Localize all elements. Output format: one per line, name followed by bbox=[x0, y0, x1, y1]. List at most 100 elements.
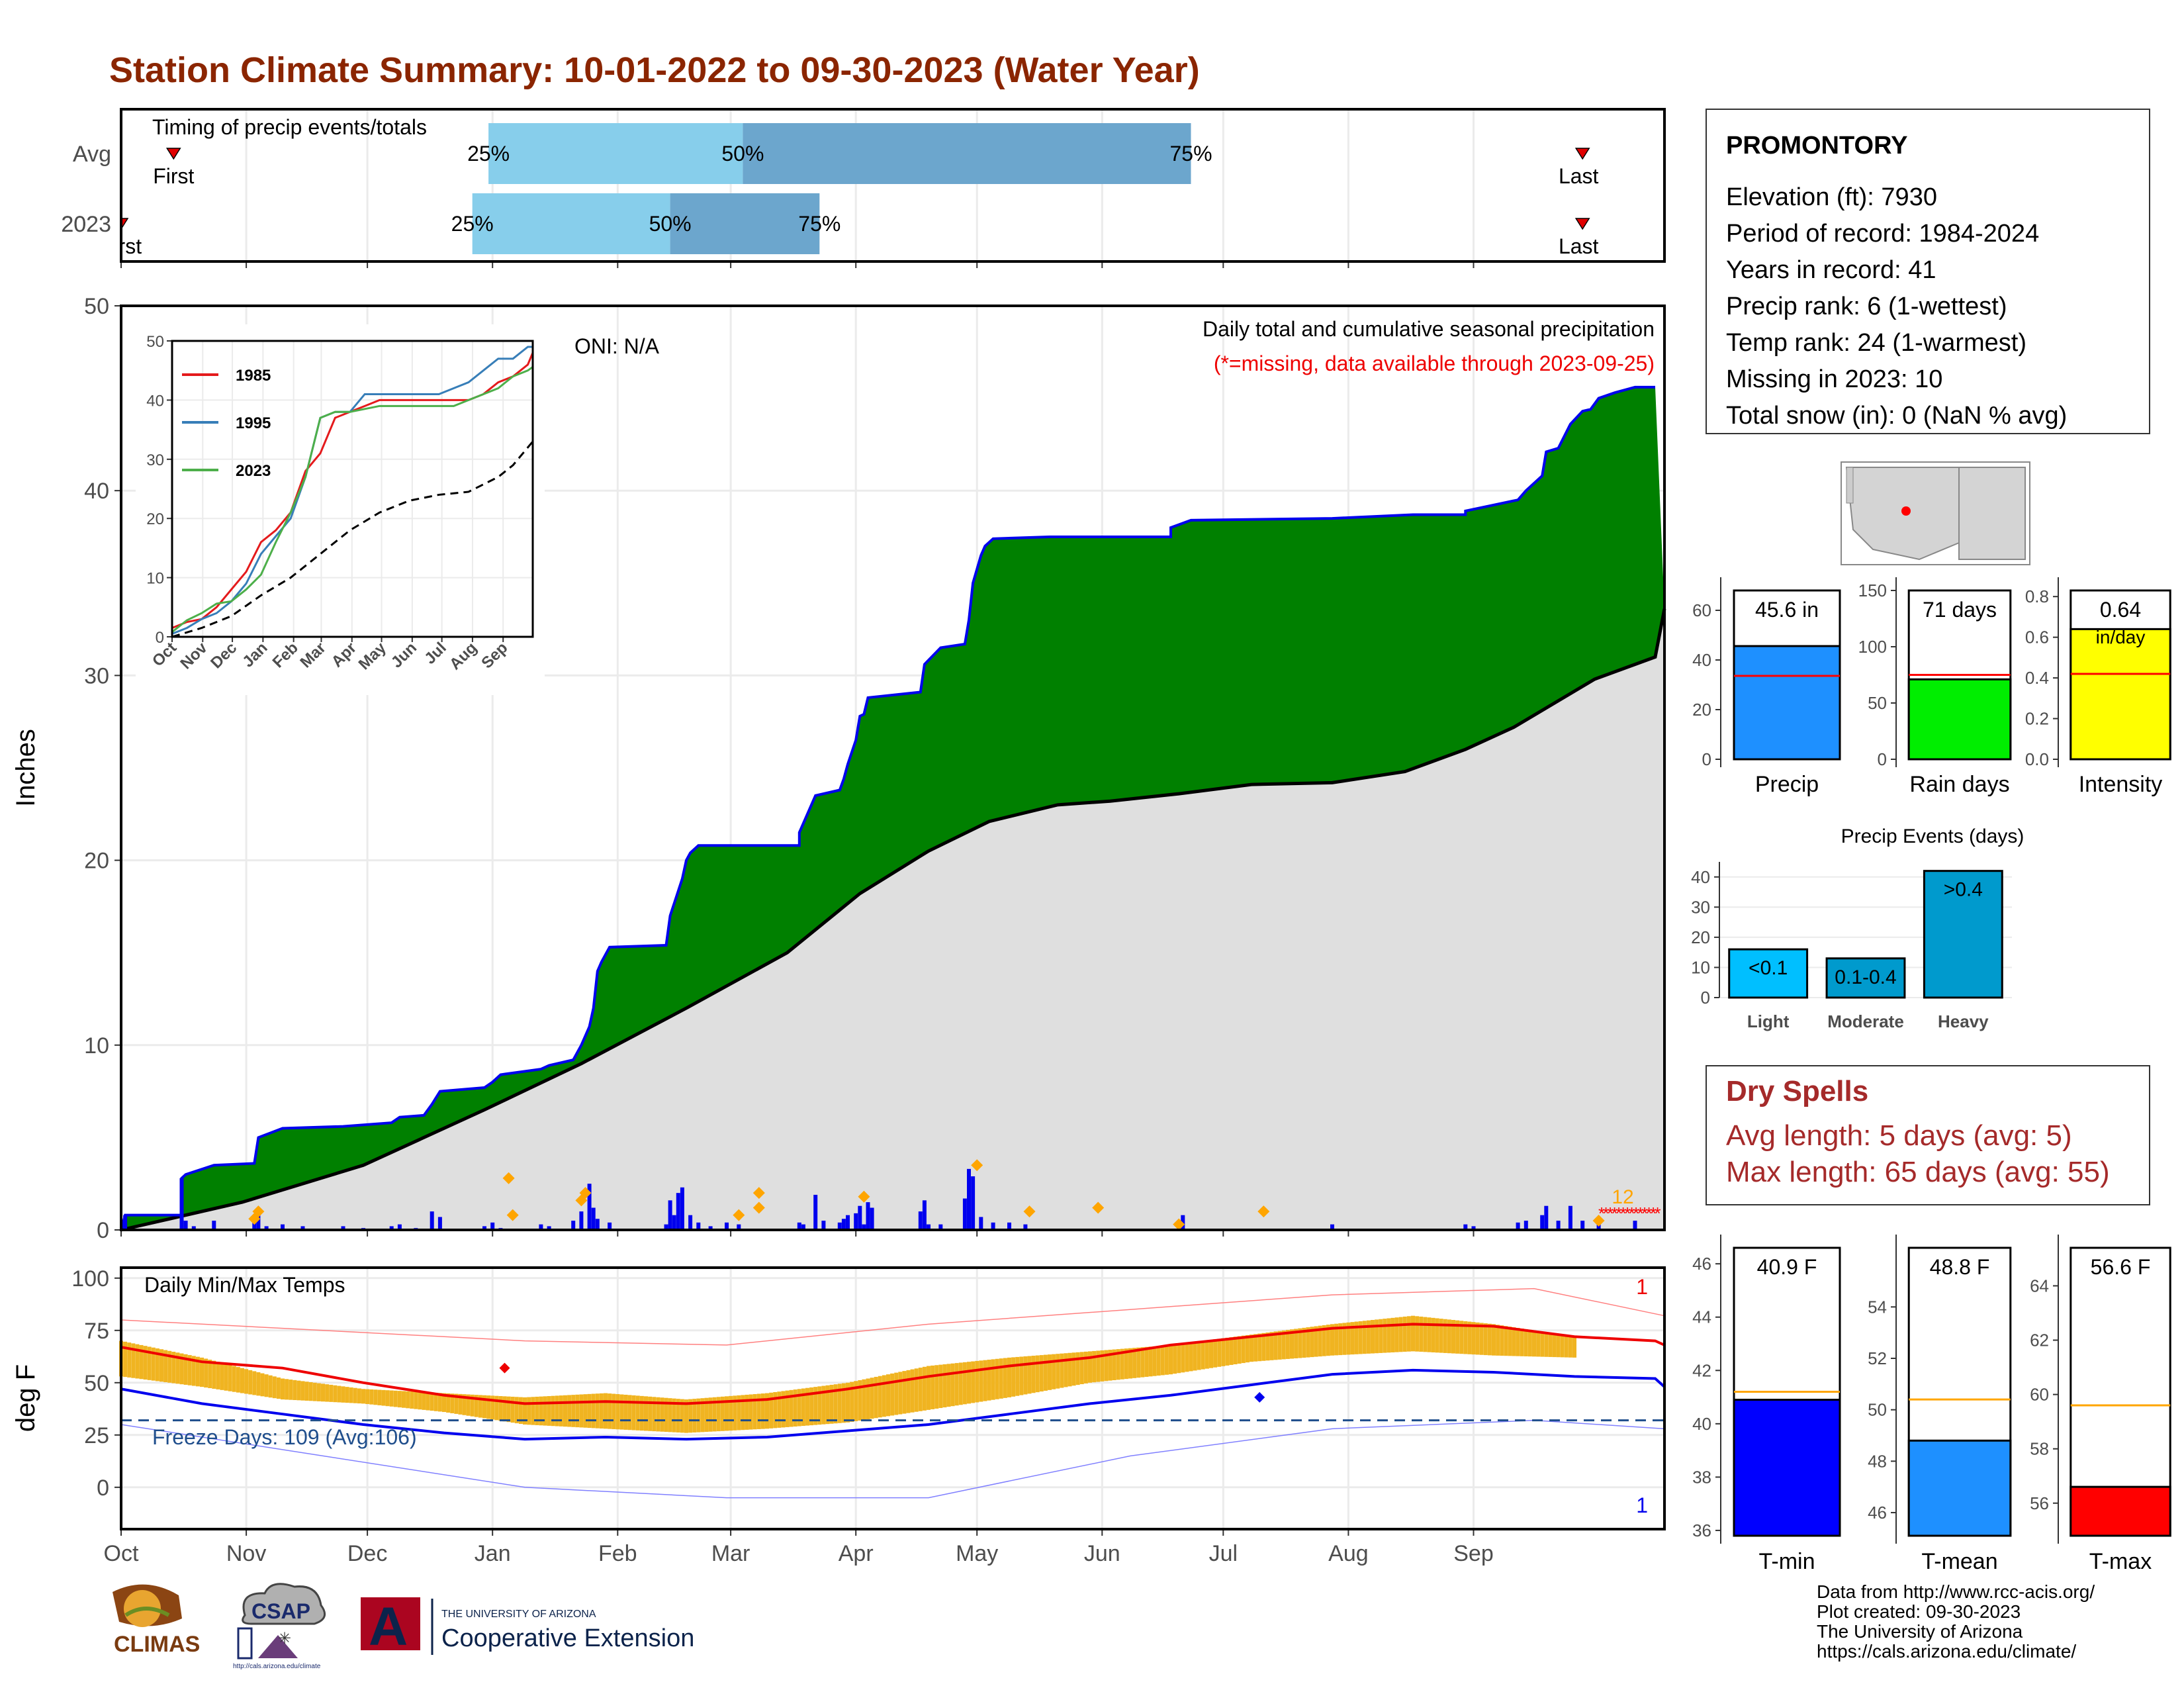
events-title: Precip Events (days) bbox=[1841, 825, 2025, 847]
daily-temp-range-bar bbox=[1463, 1321, 1468, 1354]
daily-temp-range-bar bbox=[551, 1395, 555, 1427]
daily-temp-range-bar bbox=[510, 1396, 515, 1423]
daily-precip-bar bbox=[579, 1211, 584, 1230]
record-min-count: 1 bbox=[1636, 1493, 1648, 1517]
daily-temp-range-bar bbox=[987, 1360, 991, 1401]
daily-temp-range-bar bbox=[1346, 1322, 1351, 1355]
daily-temp-range-bar bbox=[361, 1389, 365, 1404]
avg-tmin-line bbox=[120, 1368, 1666, 1441]
daily-temp-range-bar bbox=[954, 1363, 959, 1406]
daily-temp-range-bar bbox=[1112, 1349, 1116, 1381]
daily-temp-range-bar bbox=[1011, 1357, 1016, 1397]
daily-precip-bar bbox=[1023, 1224, 1028, 1230]
daily-temp-range-bar bbox=[458, 1393, 463, 1415]
missing-data-marker: * bbox=[1645, 1203, 1652, 1223]
daily-precip-bar bbox=[922, 1200, 927, 1230]
missing-data-marker: * bbox=[1650, 1203, 1657, 1223]
daily-precip-bar bbox=[179, 1178, 184, 1230]
daily-temp-range-bar bbox=[296, 1380, 301, 1401]
daily-temp-range-bar bbox=[684, 1399, 688, 1433]
daily-temp-range-bar bbox=[163, 1350, 168, 1383]
daily-precip-bar bbox=[430, 1211, 434, 1230]
daily-temp-range-bar bbox=[208, 1360, 212, 1389]
inset-background bbox=[136, 324, 545, 695]
daily-precip-bar bbox=[123, 1215, 128, 1230]
panel-y-tick-label: 0.0 bbox=[2025, 749, 2049, 769]
daily-precip-bar bbox=[846, 1215, 850, 1230]
daily-temp-range-bar bbox=[1092, 1350, 1097, 1383]
daily-temp-range-bar bbox=[1483, 1323, 1488, 1356]
daily-temp-range-bar bbox=[1140, 1347, 1145, 1378]
daily-temp-range-bar bbox=[608, 1393, 612, 1429]
daily-temp-range-bar bbox=[850, 1382, 854, 1422]
daily-temp-range-bar bbox=[1075, 1352, 1080, 1385]
daily-temp-range-bar bbox=[878, 1376, 882, 1418]
panel-x-label: Rain days bbox=[1909, 772, 2009, 797]
daily-temp-range-bar bbox=[756, 1393, 761, 1429]
daily-temp-range-bar bbox=[1504, 1326, 1508, 1356]
daily-temp-range-bar bbox=[523, 1397, 527, 1425]
daily-temp-range-bar bbox=[1572, 1336, 1576, 1358]
daily-temp-range-bar bbox=[304, 1382, 309, 1401]
daily-temp-range-bar bbox=[644, 1396, 648, 1431]
row-label: 2023 bbox=[61, 212, 111, 237]
daily-temp-range-bar bbox=[337, 1385, 341, 1403]
q50-label: 50% bbox=[721, 142, 764, 165]
average-cumulative-line bbox=[120, 608, 1666, 1232]
daily-temp-range-bar bbox=[1039, 1355, 1044, 1392]
y-tick-label: 30 bbox=[84, 663, 109, 688]
daily-temp-range-bar bbox=[1213, 1339, 1218, 1368]
daily-temp-range-bar bbox=[1527, 1329, 1532, 1357]
daily-temp-range-bar bbox=[1209, 1340, 1213, 1368]
daily-temp-range-bar bbox=[604, 1393, 608, 1429]
panel-unit-label: in/day bbox=[2096, 627, 2146, 647]
missing-data-marker: * bbox=[1641, 1203, 1648, 1223]
daily-precip-bar bbox=[252, 1222, 257, 1230]
panel-y-tick-label: 36 bbox=[1692, 1521, 1711, 1540]
daily-temp-range-bar bbox=[1556, 1334, 1561, 1358]
daily-temp-range-bar bbox=[316, 1383, 321, 1401]
daily-temp-range-bar bbox=[971, 1361, 976, 1403]
daily-temp-range-bar bbox=[1568, 1336, 1572, 1358]
daily-temp-range-bar bbox=[1031, 1356, 1036, 1393]
daily-temp-range-bar bbox=[741, 1395, 745, 1430]
daily-precip-bar bbox=[1516, 1222, 1520, 1230]
daily-temp-range-bar bbox=[1197, 1341, 1201, 1370]
daily-temp-range-bar bbox=[1261, 1333, 1266, 1361]
daily-temp-range-bar bbox=[841, 1383, 846, 1423]
daily-temp-range-bar bbox=[341, 1386, 345, 1403]
daily-temp-range-bar bbox=[345, 1387, 349, 1403]
station-name: PROMONTORY bbox=[1726, 132, 1907, 160]
missing-data-marker: * bbox=[1628, 1203, 1635, 1223]
daily-temp-range-bar bbox=[587, 1393, 592, 1429]
daily-temp-range-bar bbox=[1257, 1333, 1262, 1362]
daily-temp-range-bar bbox=[179, 1353, 184, 1385]
daily-temp-range-bar bbox=[1290, 1329, 1294, 1359]
daily-temp-range-bar bbox=[720, 1396, 725, 1431]
daily-temp-range-bar bbox=[833, 1384, 838, 1424]
daily-precip-bar bbox=[191, 1226, 196, 1230]
daily-temp-range-bar bbox=[858, 1380, 862, 1421]
daily-temp-range-bar bbox=[846, 1382, 850, 1423]
daily-temp-range-bar bbox=[385, 1390, 390, 1407]
daily-temp-range-bar bbox=[599, 1393, 604, 1429]
daily-temp-range-bar bbox=[1419, 1316, 1424, 1352]
daily-precip-bar bbox=[1524, 1221, 1528, 1230]
daily-temp-range-bar bbox=[922, 1366, 927, 1411]
daily-temp-range-bar bbox=[527, 1397, 531, 1425]
daily-temp-range-bar bbox=[918, 1368, 923, 1411]
daily-temp-range-bar bbox=[228, 1364, 232, 1391]
daily-temp-range-bar bbox=[672, 1398, 676, 1432]
daily-temp-range-bar bbox=[212, 1360, 216, 1389]
daily-temp-range-bar bbox=[894, 1372, 899, 1415]
daily-temp-range-bar bbox=[882, 1375, 886, 1417]
daily-temp-range-bar bbox=[805, 1387, 809, 1426]
daily-precip-bar bbox=[866, 1202, 870, 1230]
daily-temp-range-bar bbox=[1560, 1335, 1565, 1358]
daily-precip-bar bbox=[668, 1200, 672, 1230]
panel-value-label: 40.9 F bbox=[1757, 1255, 1817, 1279]
daily-temp-range-bar bbox=[862, 1379, 866, 1421]
daily-temp-range-bar bbox=[321, 1383, 325, 1402]
daily-temp-range-bar bbox=[1250, 1335, 1253, 1362]
daily-temp-range-bar bbox=[559, 1395, 563, 1427]
